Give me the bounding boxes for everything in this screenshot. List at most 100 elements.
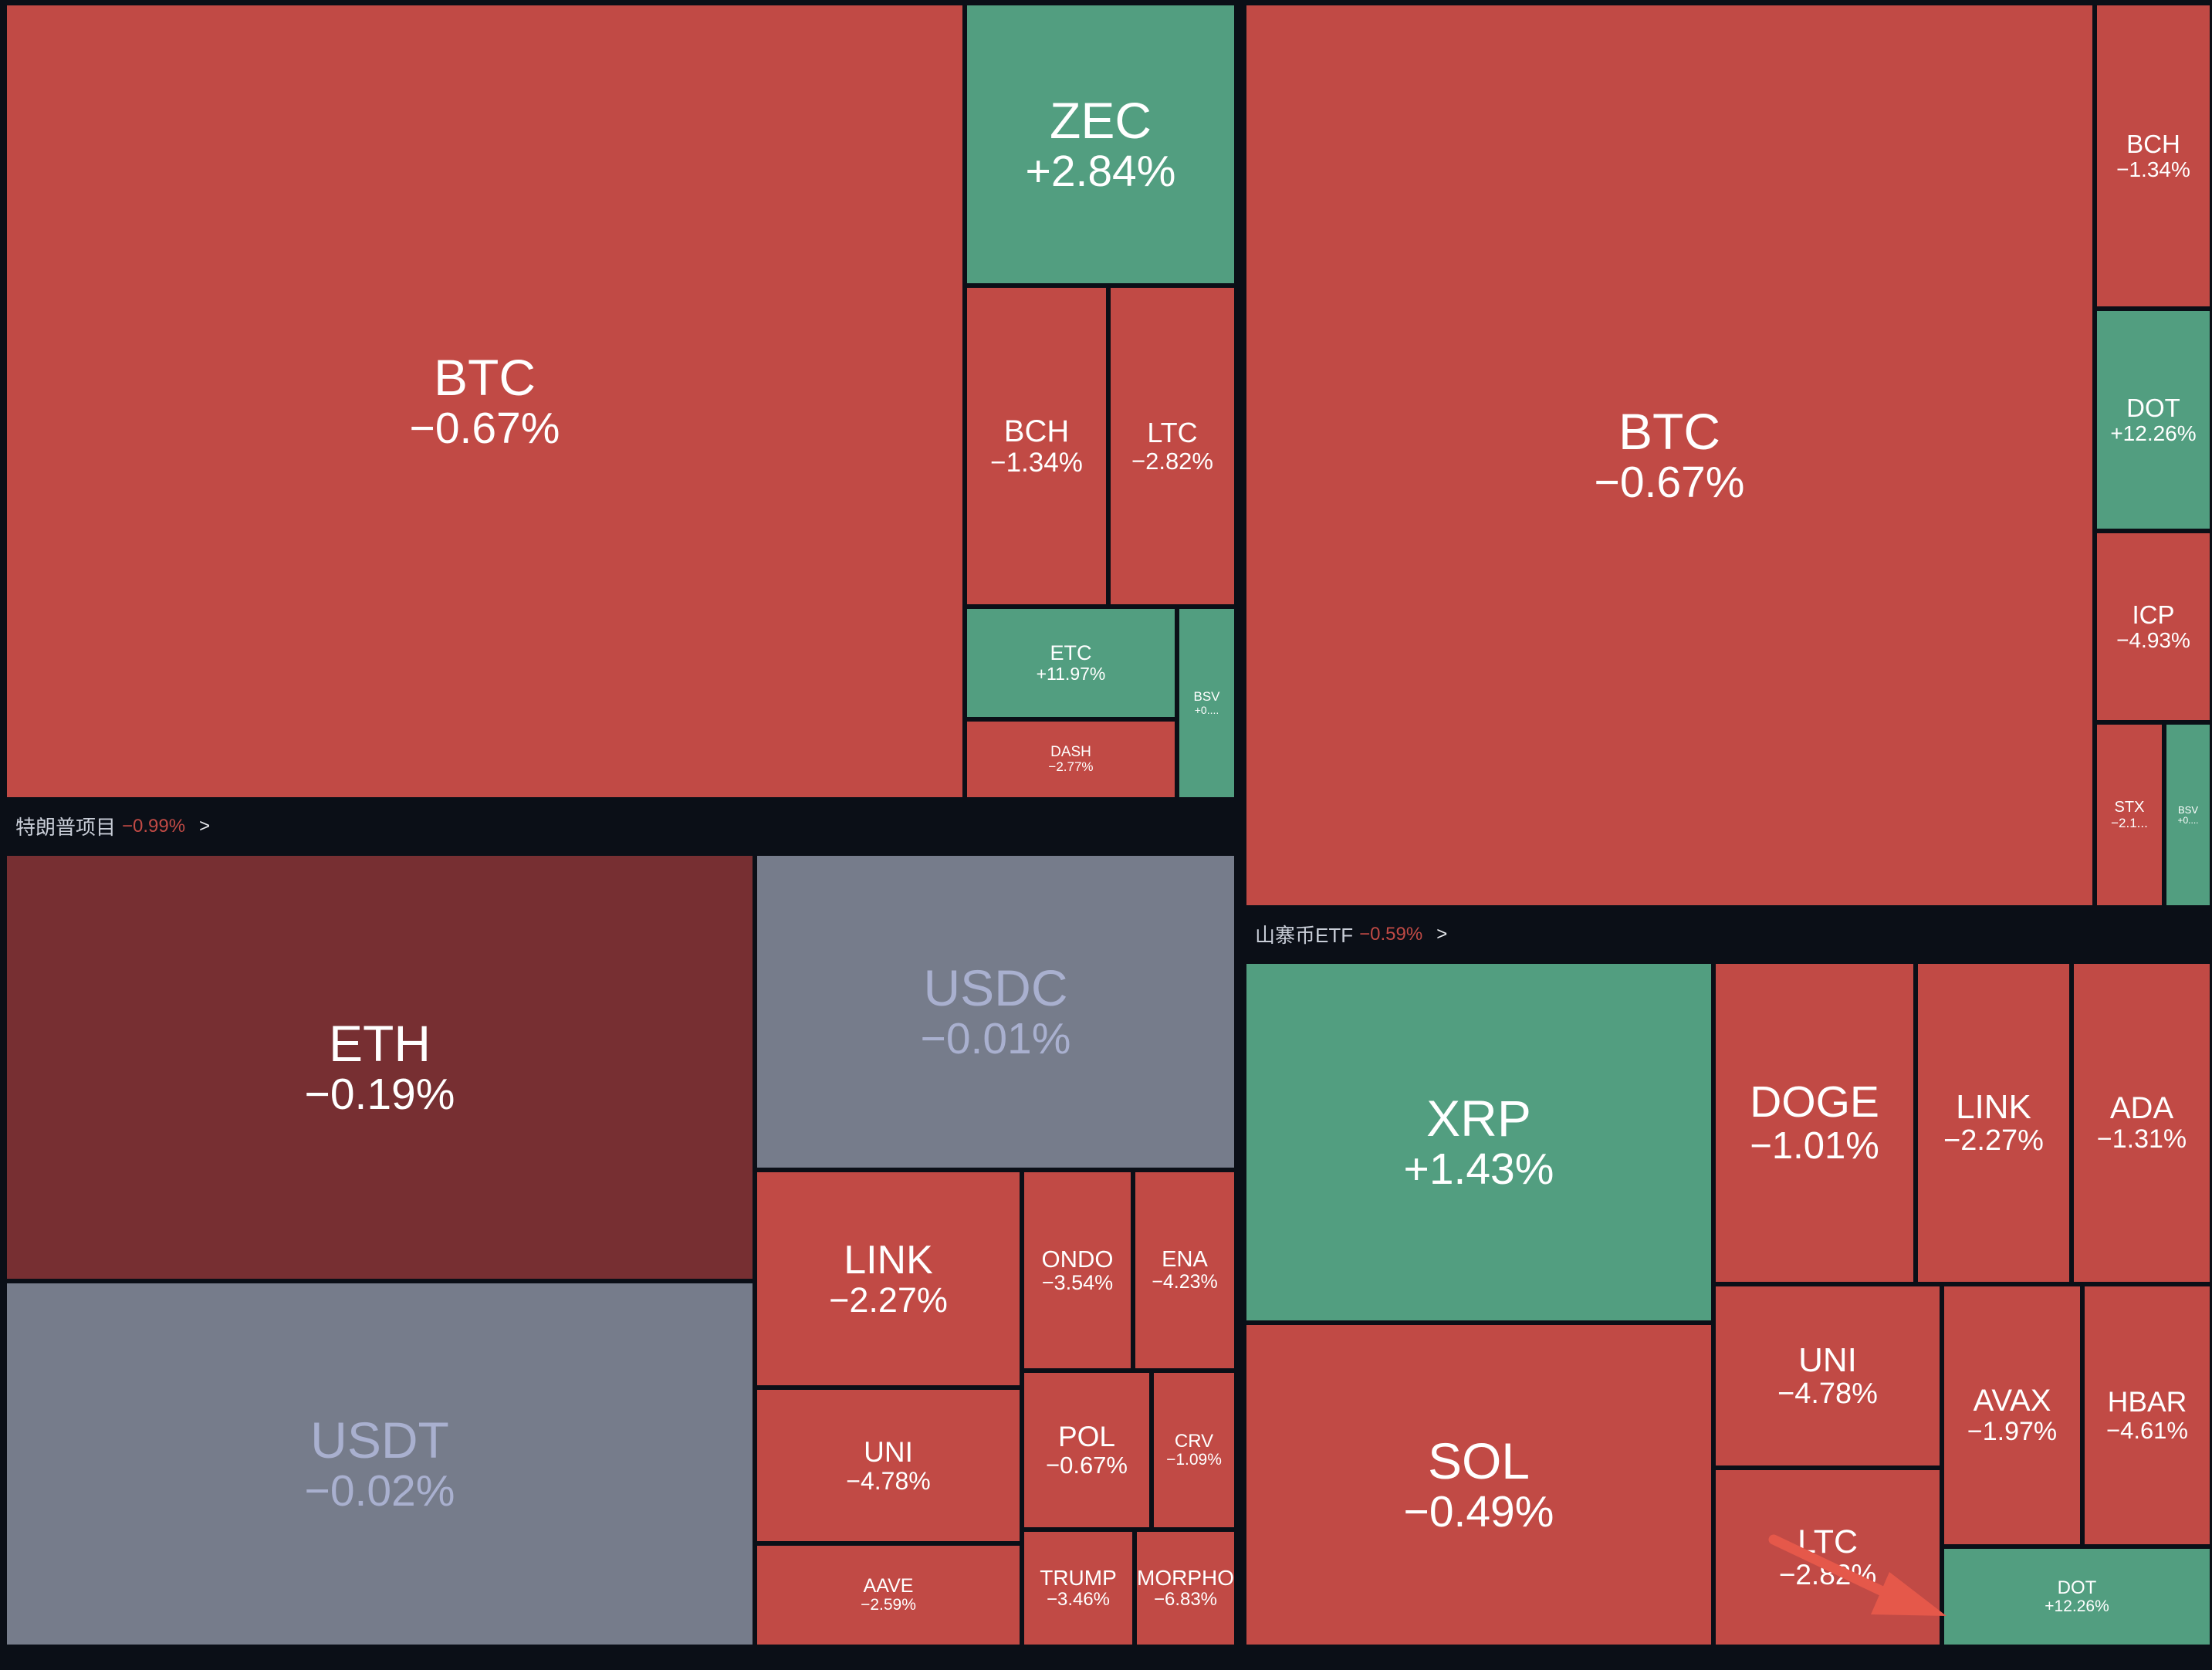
tile-uni[interactable]: UNI −4.78% — [755, 1388, 1022, 1543]
tile-symbol: CRV — [1174, 1430, 1214, 1452]
tile-symbol: HBAR — [2107, 1386, 2187, 1418]
tile-change: −3.46% — [1046, 1589, 1111, 1611]
tile-symbol: ETH — [329, 1014, 431, 1072]
tile-uni[interactable]: UNI −4.78% — [1713, 1284, 1942, 1468]
tile-change: +0.... — [1194, 703, 1219, 716]
tile-change: −2.1... — [2111, 815, 2148, 830]
tile-symbol: DOT — [2057, 1577, 2097, 1598]
tile-change: −1.31% — [2096, 1124, 2187, 1154]
tile-usdc[interactable]: USDC −0.01% — [755, 854, 1236, 1170]
tile-stx[interactable]: STX −2.1... — [2095, 722, 2164, 908]
tile-icp[interactable]: ICP −4.93% — [2095, 531, 2212, 722]
tile-change: +12.26% — [2110, 421, 2197, 445]
tile-change: −0.67% — [409, 403, 560, 453]
tile-btc[interactable]: BTC −0.67% — [5, 3, 965, 800]
tile-bsv[interactable]: BSV +0.... — [2164, 722, 2212, 908]
group-change: −0.99% — [122, 815, 186, 837]
tile-doge[interactable]: DOGE −1.01% — [1713, 962, 1916, 1284]
tile-symbol: BSV — [1193, 689, 1220, 705]
tile-btc[interactable]: BTC −0.67% — [1244, 3, 2095, 908]
tile-link[interactable]: LINK −2.27% — [755, 1170, 1022, 1388]
tile-symbol: TRUMP — [1040, 1565, 1117, 1590]
tile-change: −0.67% — [1594, 457, 1745, 507]
tile-ena[interactable]: ENA −4.23% — [1133, 1170, 1236, 1371]
tile-etc[interactable]: ETC +11.97% — [965, 607, 1177, 719]
tile-symbol: BCH — [2126, 130, 2180, 159]
tile-change: −4.78% — [846, 1466, 931, 1495]
tile-change: +0.... — [2177, 814, 2199, 826]
tile-symbol: ADA — [2109, 1091, 2174, 1126]
tile-trump[interactable]: TRUMP −3.46% — [1022, 1530, 1135, 1647]
tile-crv[interactable]: CRV −1.09% — [1152, 1371, 1236, 1530]
tile-change: −0.01% — [920, 1013, 1071, 1063]
tile-dot[interactable]: DOT +12.26% — [2095, 309, 2212, 531]
tile-symbol: ICP — [2132, 600, 2175, 630]
tile-symbol: BCH — [1003, 414, 1070, 448]
tile-change: +11.97% — [1036, 664, 1106, 685]
tile-change: −4.23% — [1152, 1271, 1218, 1293]
tile-symbol: DOT — [2126, 394, 2180, 423]
tile-dot[interactable]: DOT +12.26% — [1942, 1547, 2212, 1647]
tile-symbol: STX — [2114, 799, 2145, 816]
tile-symbol: DOGE — [1750, 1077, 1879, 1127]
tile-symbol: ENA — [1162, 1246, 1208, 1272]
tile-sol[interactable]: SOL −0.49% — [1244, 1323, 1713, 1647]
tile-symbol: LINK — [844, 1237, 933, 1283]
tile-bch[interactable]: BCH −1.34% — [965, 286, 1108, 607]
group-header-trump-projects[interactable]: 特朗普项目 −0.99% > — [15, 812, 210, 840]
tile-morpho[interactable]: MORPHO −6.83% — [1135, 1530, 1236, 1647]
tile-pol[interactable]: POL −0.67% — [1022, 1371, 1152, 1530]
tile-link[interactable]: LINK −2.27% — [1916, 962, 2072, 1284]
tile-avax[interactable]: AVAX −1.97% — [1942, 1284, 2082, 1547]
tile-symbol: ETC — [1050, 641, 1092, 664]
tile-change: −2.77% — [1048, 759, 1094, 775]
tile-change: −4.61% — [2105, 1417, 2188, 1445]
tile-change: −0.67% — [1045, 1452, 1128, 1479]
tile-change: +12.26% — [2045, 1597, 2109, 1615]
tile-change: −4.93% — [2116, 627, 2190, 652]
tile-aave[interactable]: AAVE −2.59% — [755, 1543, 1022, 1647]
tile-usdt[interactable]: USDT −0.02% — [5, 1281, 755, 1647]
tile-dash[interactable]: DASH −2.77% — [965, 719, 1177, 800]
tile-symbol: USDC — [923, 958, 1068, 1016]
tile-change: −2.27% — [1943, 1124, 2044, 1158]
tile-change: −1.01% — [1750, 1125, 1879, 1168]
chevron-right-icon: > — [199, 815, 211, 837]
tile-change: −2.27% — [829, 1280, 948, 1320]
tile-change: −3.54% — [1041, 1271, 1114, 1295]
tile-change: −4.78% — [1777, 1378, 1878, 1411]
tile-change: −0.02% — [304, 1465, 455, 1516]
tile-change: −0.19% — [304, 1069, 455, 1119]
tile-ltc[interactable]: LTC −2.82% — [1108, 286, 1236, 607]
tile-zec[interactable]: ZEC +2.84% — [965, 3, 1236, 286]
tile-symbol: LTC — [1797, 1523, 1859, 1560]
tile-symbol: ZEC — [1050, 91, 1152, 149]
tile-symbol: MORPHO — [1137, 1565, 1234, 1590]
tile-hbar[interactable]: HBAR −4.61% — [2082, 1284, 2212, 1547]
group-name: 山寨币ETF — [1255, 924, 1354, 947]
tile-ondo[interactable]: ONDO −3.54% — [1022, 1170, 1133, 1371]
tile-change: −1.34% — [2116, 157, 2190, 181]
tile-ltc[interactable]: LTC −2.82% — [1713, 1468, 1942, 1647]
tile-change: −1.34% — [990, 447, 1083, 478]
tile-bsv[interactable]: BSV +0.... — [1177, 607, 1236, 800]
tile-change: −0.49% — [1403, 1486, 1554, 1536]
tile-eth[interactable]: ETH −0.19% — [5, 854, 755, 1281]
tile-xrp[interactable]: XRP +1.43% — [1244, 962, 1713, 1323]
tile-ada[interactable]: ADA −1.31% — [2072, 962, 2212, 1284]
tile-symbol: BSV — [2177, 803, 2198, 816]
chevron-right-icon: > — [1436, 923, 1448, 945]
tile-symbol: UNI — [864, 1435, 913, 1468]
group-header-altcoin-etf[interactable]: 山寨币ETF −0.59% > — [1255, 920, 1447, 948]
tile-change: −1.97% — [1967, 1417, 2058, 1447]
tile-symbol: BTC — [1618, 402, 1720, 460]
tile-symbol: AAVE — [863, 1575, 914, 1597]
tile-symbol: LINK — [1956, 1087, 2031, 1126]
tile-change: +1.43% — [1403, 1144, 1554, 1194]
tile-change: −1.09% — [1166, 1450, 1222, 1469]
tile-bch[interactable]: BCH −1.34% — [2095, 3, 2212, 309]
tile-symbol: UNI — [1798, 1340, 1857, 1379]
tile-symbol: BTC — [434, 348, 536, 406]
tile-symbol: ONDO — [1041, 1245, 1114, 1273]
